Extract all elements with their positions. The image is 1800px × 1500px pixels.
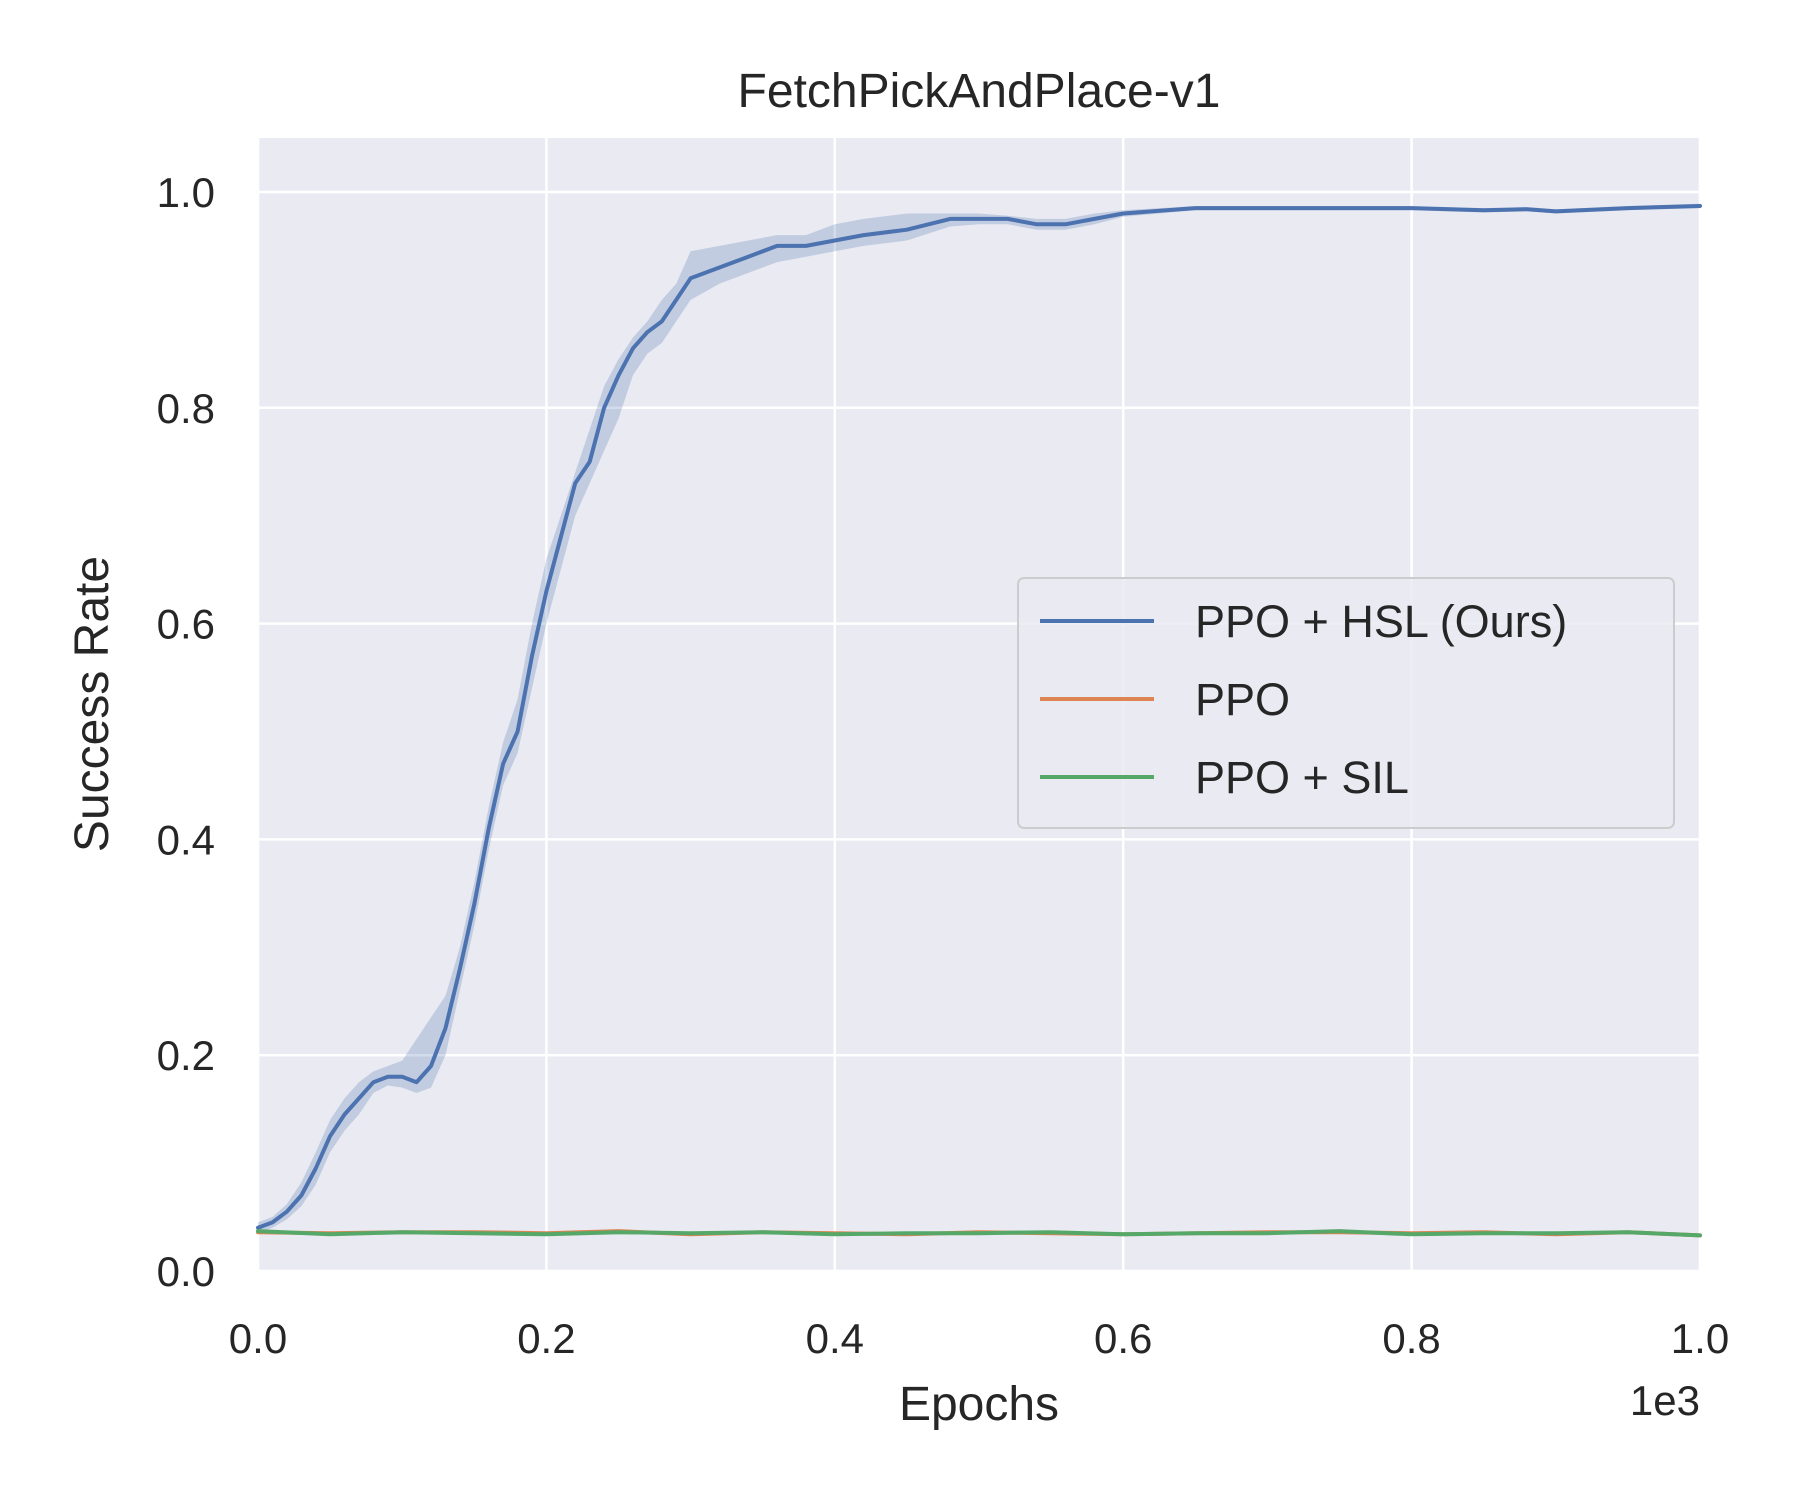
legend-frame (1017, 577, 1675, 829)
y-tick-label: 0.8 (157, 385, 215, 432)
series-line-2 (256, 1229, 1702, 1238)
x-tick-label: 1.0 (1671, 1315, 1729, 1362)
x-tick-label: 0.2 (517, 1315, 575, 1362)
legend-label-ppo-hsl: PPO + HSL (Ours) (1195, 596, 1567, 647)
chart-title: FetchPickAndPlace-v1 (738, 65, 1221, 118)
y-tick-label: 1.0 (157, 169, 215, 216)
x-axis-label: Epochs (899, 1378, 1059, 1431)
series-line-0 (256, 204, 1702, 1230)
y-axis-label: Success Rate (66, 556, 119, 852)
y-tick-label: 0.0 (157, 1248, 215, 1295)
y-tick-label: 0.4 (157, 816, 215, 863)
x-tick-label: 0.0 (229, 1315, 287, 1362)
y-tick-labels: 0.0 0.2 0.4 0.6 0.8 1.0 (157, 169, 215, 1295)
legend-label-ppo-sil: PPO + SIL (1195, 752, 1409, 803)
x-tick-label: 0.4 (806, 1315, 864, 1362)
x-offset-text: 1e3 (1630, 1377, 1700, 1424)
x-tick-label: 0.8 (1382, 1315, 1440, 1362)
y-tick-label: 0.2 (157, 1032, 215, 1079)
x-tick-label: 0.6 (1094, 1315, 1152, 1362)
series-lines (256, 204, 1702, 1238)
y-tick-label: 0.6 (157, 601, 215, 648)
x-tick-labels: 0.0 0.2 0.4 0.6 0.8 1.0 (229, 1315, 1729, 1362)
legend: PPO + HSL (Ours) PPO PPO + SIL (1017, 577, 1675, 829)
legend-label-ppo: PPO (1195, 674, 1290, 725)
